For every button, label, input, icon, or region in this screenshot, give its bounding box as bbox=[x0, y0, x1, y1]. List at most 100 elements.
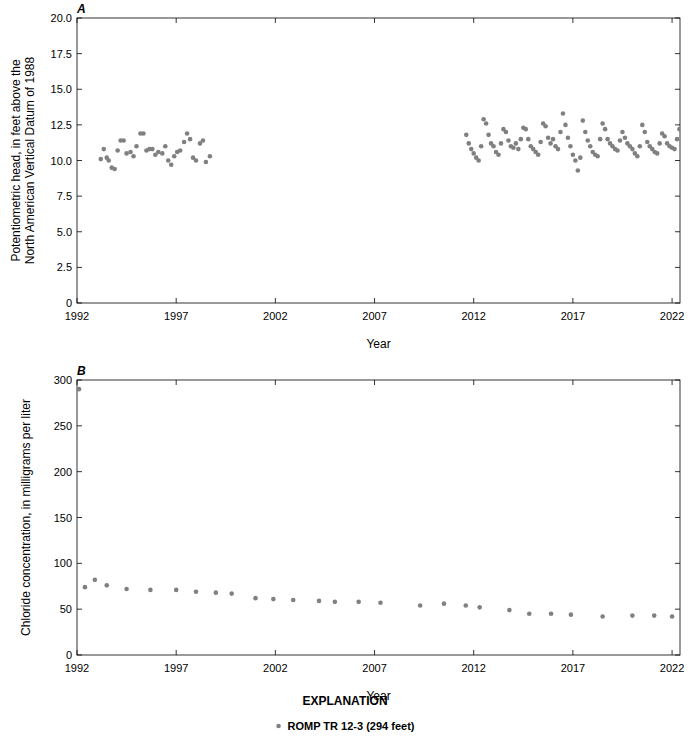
data-point bbox=[466, 141, 471, 146]
data-point bbox=[134, 144, 139, 149]
data-point bbox=[131, 154, 136, 159]
y-tick bbox=[77, 425, 82, 426]
data-point bbox=[150, 147, 155, 152]
data-point bbox=[469, 147, 474, 152]
data-point bbox=[188, 137, 193, 142]
data-point bbox=[194, 158, 199, 163]
data-point bbox=[499, 141, 504, 146]
data-point bbox=[418, 603, 423, 608]
x-tick bbox=[176, 650, 177, 655]
data-point bbox=[605, 137, 610, 142]
y-tick-label: 20.0 bbox=[51, 12, 72, 24]
x-tick-label: 1997 bbox=[164, 662, 188, 674]
y-tick bbox=[675, 517, 680, 518]
data-point bbox=[496, 153, 501, 158]
data-point bbox=[630, 147, 635, 152]
data-point bbox=[204, 160, 209, 165]
y-tick bbox=[675, 124, 680, 125]
data-point bbox=[486, 133, 491, 138]
y-tick-label: 150 bbox=[54, 512, 72, 524]
data-point bbox=[645, 140, 650, 145]
data-point bbox=[662, 134, 667, 139]
y-tick-label: 50 bbox=[60, 603, 72, 615]
y-tick bbox=[675, 380, 680, 381]
data-point bbox=[178, 148, 183, 153]
y-tick bbox=[675, 196, 680, 197]
data-point bbox=[112, 167, 117, 172]
data-point bbox=[598, 137, 603, 142]
data-point bbox=[588, 144, 593, 149]
x-tick bbox=[473, 18, 474, 23]
panel-label: A bbox=[76, 2, 86, 16]
x-tick bbox=[473, 650, 474, 655]
y-axis-title: Potentiometric head, in feet above the bbox=[9, 59, 23, 261]
y-tick bbox=[675, 303, 680, 304]
y-tick bbox=[77, 380, 82, 381]
x-tick bbox=[572, 380, 573, 385]
data-point bbox=[471, 151, 476, 156]
y-tick bbox=[675, 655, 680, 656]
x-tick bbox=[572, 650, 573, 655]
data-point bbox=[566, 135, 571, 140]
data-point bbox=[523, 127, 528, 132]
data-point bbox=[356, 600, 361, 605]
data-point bbox=[551, 137, 556, 142]
x-tick bbox=[672, 298, 673, 303]
y-tick bbox=[77, 563, 82, 564]
data-point bbox=[642, 130, 647, 135]
data-point bbox=[163, 144, 168, 149]
data-point bbox=[477, 605, 482, 610]
data-point bbox=[670, 614, 675, 619]
y-tick bbox=[77, 89, 82, 90]
x-tick-label: 2012 bbox=[461, 310, 485, 322]
data-point bbox=[93, 578, 98, 583]
x-tick bbox=[275, 298, 276, 303]
x-tick bbox=[176, 298, 177, 303]
data-point bbox=[185, 131, 190, 136]
data-point bbox=[214, 590, 219, 595]
y-tick bbox=[675, 609, 680, 610]
x-tick-label: 2022 bbox=[660, 662, 684, 674]
x-tick bbox=[77, 380, 78, 385]
y-tick-label: 10.0 bbox=[51, 155, 72, 167]
data-point bbox=[484, 121, 489, 126]
y-tick-label: 5.0 bbox=[57, 226, 72, 238]
data-point bbox=[481, 117, 486, 122]
y-tick-label: 200 bbox=[54, 466, 72, 478]
y-tick-label: 15.0 bbox=[51, 83, 72, 95]
legend-marker bbox=[276, 724, 281, 729]
y-axis-title: Chloride concentration, in milligrams pe… bbox=[19, 399, 33, 636]
panel: B050100150200250300199219972002200720122… bbox=[19, 364, 684, 703]
y-tick-label: 17.5 bbox=[51, 48, 72, 60]
data-area bbox=[77, 387, 674, 619]
x-tick bbox=[374, 298, 375, 303]
y-tick bbox=[77, 231, 82, 232]
y-tick bbox=[77, 53, 82, 54]
x-axis-title: Year bbox=[366, 337, 390, 351]
data-point bbox=[128, 150, 133, 155]
data-point bbox=[623, 135, 628, 140]
x-tick bbox=[176, 18, 177, 23]
data-point bbox=[172, 154, 177, 159]
data-point bbox=[201, 138, 206, 143]
data-point bbox=[569, 612, 574, 617]
data-point bbox=[124, 151, 129, 156]
legend: EXPLANATIONROMP TR 12-3 (294 feet) bbox=[276, 694, 415, 732]
plot-frame bbox=[77, 18, 680, 303]
data-point bbox=[568, 144, 573, 149]
y-tick-label: 100 bbox=[54, 557, 72, 569]
x-tick-label: 1997 bbox=[164, 310, 188, 322]
x-tick bbox=[374, 380, 375, 385]
data-point bbox=[463, 603, 468, 608]
data-point bbox=[148, 588, 153, 593]
data-point bbox=[194, 589, 199, 594]
data-point bbox=[77, 387, 81, 392]
y-tick bbox=[77, 18, 82, 19]
data-point bbox=[655, 151, 660, 156]
data-point bbox=[677, 127, 680, 132]
x-tick bbox=[672, 18, 673, 23]
x-tick bbox=[473, 298, 474, 303]
x-tick bbox=[374, 18, 375, 23]
x-tick-label: 2007 bbox=[362, 662, 386, 674]
x-tick bbox=[572, 298, 573, 303]
